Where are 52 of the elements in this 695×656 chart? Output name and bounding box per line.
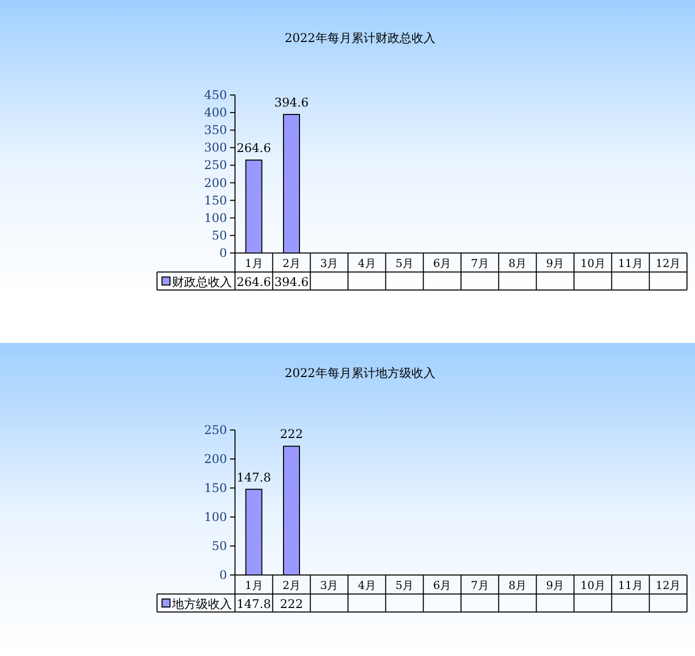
- x-tick-label: 8月: [508, 257, 526, 270]
- data-label: 394.6: [274, 275, 309, 289]
- annotation: 222: [280, 427, 303, 442]
- x-tick-label: 10月: [580, 579, 606, 592]
- legend-label: 财政总收入: [172, 275, 232, 289]
- chart-title: 2022年每月累计财政总收入: [284, 31, 436, 45]
- annotation: 264.6: [236, 141, 272, 156]
- y-tick-label: 200: [204, 452, 227, 466]
- y-tick-label: 200: [204, 176, 227, 190]
- y-tick-label: 50: [212, 539, 227, 553]
- data-label: 147.8: [236, 597, 272, 611]
- y-tick-label: 0: [219, 246, 227, 260]
- x-tick-label: 9月: [546, 579, 564, 592]
- y-tick-label: 450: [204, 88, 227, 102]
- annotation: 394.6: [274, 95, 309, 110]
- legend-label: 地方级收入: [171, 597, 232, 611]
- data-label: 264.6: [236, 275, 272, 289]
- x-tick-label: 5月: [396, 579, 414, 592]
- x-tick-label: 9月: [546, 257, 564, 270]
- x-tick-label: 4月: [358, 257, 376, 270]
- y-tick-label: 350: [204, 123, 227, 138]
- x-tick-label: 12月: [656, 257, 681, 270]
- x-tick-label: 6月: [433, 579, 452, 592]
- x-tick-label: 10月: [580, 257, 606, 270]
- x-tick-label: 6月: [433, 257, 452, 270]
- y-tick-label: 400: [204, 106, 227, 120]
- y-tick-label: 150: [204, 193, 227, 208]
- x-tick-label: 4月: [358, 579, 376, 592]
- chart-title: 2022年每月累计地方级收入: [284, 366, 436, 380]
- x-tick-label: 2月: [282, 579, 300, 592]
- x-tick-label: 12月: [656, 579, 681, 592]
- y-tick-label: 250: [204, 423, 227, 437]
- x-tick-label: 1月: [244, 579, 263, 592]
- x-tick-label: 3月: [320, 579, 338, 592]
- x-tick-label: 3月: [320, 257, 338, 270]
- x-tick-label: 7月: [470, 257, 489, 270]
- y-tick-label: 250: [204, 158, 227, 172]
- y-tick-label: 100: [204, 210, 227, 225]
- y-tick-label: 150: [204, 481, 227, 495]
- x-tick-label: 7月: [470, 579, 489, 592]
- x-tick-label: 1月: [244, 257, 263, 270]
- y-tick-label: 0: [219, 568, 227, 582]
- y-tick-label: 50: [212, 228, 227, 242]
- y-tick-label: 100: [204, 510, 227, 524]
- x-tick-label: 11月: [618, 579, 643, 592]
- x-tick-label: 5月: [396, 257, 414, 270]
- data-label: 222: [280, 597, 303, 611]
- y-tick-label: 300: [204, 140, 227, 155]
- x-tick-label: 11月: [618, 257, 643, 270]
- x-tick-label: 8月: [508, 579, 526, 592]
- annotation: 147.8: [236, 470, 272, 484]
- x-tick-label: 2月: [282, 257, 300, 270]
